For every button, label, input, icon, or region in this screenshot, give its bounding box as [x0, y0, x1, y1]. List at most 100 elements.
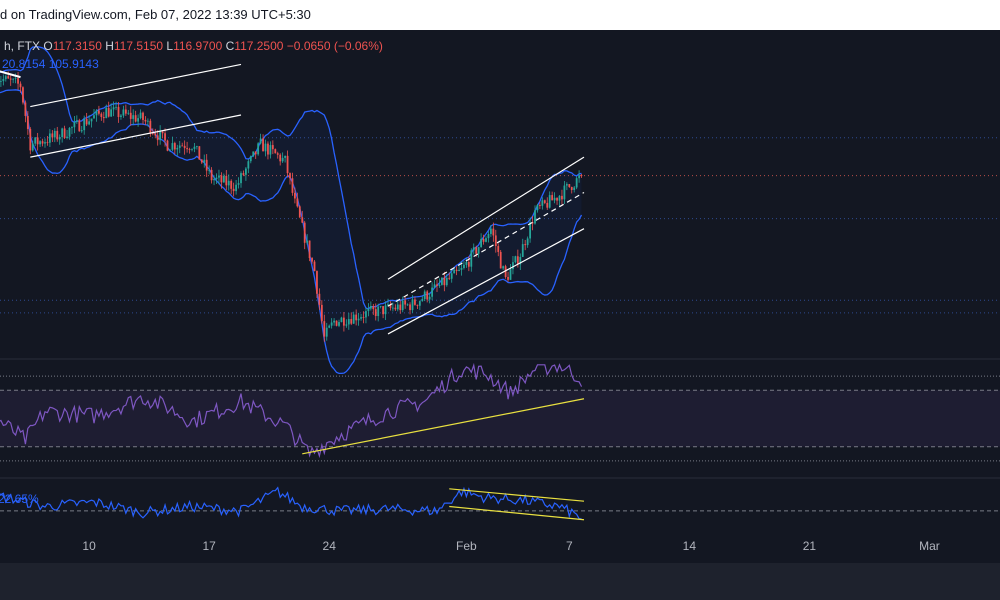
candle-body — [325, 327, 328, 337]
candle-body — [529, 222, 531, 239]
candle-body — [147, 120, 149, 122]
candle-body — [399, 304, 402, 311]
candle-body — [507, 276, 509, 280]
close-label: C — [226, 39, 235, 53]
candle-body — [139, 112, 142, 119]
channel-line — [387, 228, 585, 335]
candle-body — [367, 308, 370, 312]
candle-body — [98, 110, 100, 114]
candle-body — [227, 180, 230, 186]
candle-body — [173, 143, 176, 150]
candle-body — [249, 156, 252, 162]
candle-body — [443, 277, 446, 286]
candle-body — [416, 304, 419, 306]
channel-midline — [387, 191, 585, 307]
candle-body — [352, 314, 355, 324]
candle-body — [338, 322, 340, 326]
candle-body — [90, 118, 93, 122]
candle-body — [575, 178, 578, 188]
candle-body — [259, 138, 262, 144]
candle-body — [102, 117, 105, 119]
candle-body — [524, 244, 527, 246]
candle-body — [4, 76, 7, 80]
candle-body — [247, 161, 250, 169]
candle-body — [548, 195, 551, 208]
candle-body — [0, 81, 2, 82]
candle-body — [565, 184, 568, 186]
candle-body — [31, 143, 34, 151]
candle-body — [196, 146, 198, 148]
candle-body — [129, 112, 132, 119]
candle-body — [333, 320, 335, 323]
candle-body — [14, 78, 17, 79]
channel-line — [30, 63, 242, 108]
cmf-legend: 22.65% — [0, 492, 39, 506]
candle-body — [269, 145, 272, 155]
candle-body — [186, 148, 188, 150]
candle-body — [487, 233, 490, 239]
candle-body — [68, 127, 71, 137]
candle-body — [311, 258, 313, 262]
candle-body — [570, 187, 573, 191]
candle-body — [318, 293, 321, 305]
candle-body — [156, 135, 159, 141]
candle-body — [279, 154, 282, 162]
candle-body — [78, 120, 81, 132]
candle-body — [49, 133, 51, 143]
candle-body — [573, 187, 576, 191]
candle-body — [320, 304, 323, 322]
cmf-line — [0, 486, 582, 520]
candle-body — [298, 206, 301, 218]
candle-body — [335, 320, 338, 326]
candle-body — [433, 284, 436, 288]
channel-line — [30, 114, 242, 158]
candle-body — [252, 151, 255, 157]
high-value: 117.5150 — [114, 39, 163, 53]
candle-body — [56, 130, 59, 140]
candle-body — [350, 319, 353, 324]
candle-body — [578, 175, 580, 179]
candle-body — [365, 311, 367, 318]
x-axis-tick-label: 21 — [803, 539, 817, 553]
candle-body — [200, 159, 203, 163]
candle-body — [181, 145, 184, 147]
candle-body — [553, 197, 556, 201]
channel-line — [387, 156, 585, 280]
candle-body — [2, 79, 5, 82]
candle-body — [95, 110, 98, 116]
candle-body — [514, 256, 517, 263]
candle-body — [132, 115, 135, 119]
candle-body — [115, 106, 117, 108]
candle-body — [171, 143, 174, 150]
candle-body — [294, 192, 296, 199]
candle-body — [274, 149, 277, 154]
candle-body — [389, 304, 392, 308]
candle-body — [463, 264, 465, 269]
candle-body — [215, 177, 218, 180]
low-label: L — [166, 39, 173, 53]
candle-body — [191, 148, 193, 150]
candle-body — [387, 304, 389, 306]
candle-body — [257, 143, 260, 155]
candle-body — [80, 130, 83, 132]
candle-body — [142, 112, 144, 120]
candle-body — [526, 238, 529, 246]
candle-body — [39, 141, 41, 145]
candle-body — [24, 102, 27, 116]
candle-body — [377, 306, 380, 317]
candle-body — [536, 204, 539, 211]
candle-body — [455, 269, 458, 271]
open-value: 117.3150 — [53, 39, 102, 53]
x-axis-tick-label: Feb — [456, 539, 477, 553]
symbol-label: h, FTX — [4, 39, 40, 53]
candle-body — [73, 122, 76, 128]
change-value: −0.0650 (−0.06%) — [287, 39, 383, 53]
candle-body — [254, 151, 257, 155]
candle-body — [328, 325, 331, 328]
candle-body — [210, 169, 213, 181]
candle-body — [53, 130, 56, 138]
candle-body — [110, 109, 113, 117]
candle-body — [313, 261, 316, 272]
candle-body — [218, 175, 220, 178]
candle-body — [382, 306, 384, 315]
